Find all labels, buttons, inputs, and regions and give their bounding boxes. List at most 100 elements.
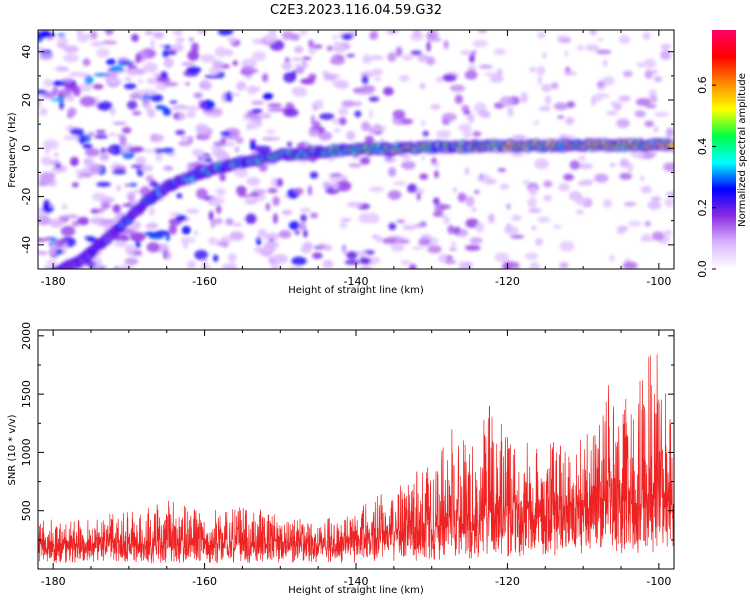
snr-x-ticks: -180 -160 -140 -120 -100: [41, 330, 671, 588]
spectrogram-noise-cell: [244, 198, 258, 205]
spectrogram-noise-cell: [126, 100, 138, 110]
spectrogram-noise-cell: [354, 110, 362, 118]
spectrogram-noise-cell: [43, 199, 51, 210]
spectrogram-noise-cell: [186, 66, 202, 74]
spectrogram-noise-cell: [264, 33, 278, 43]
spectrogram-noise-cell: [95, 130, 106, 134]
spectrogram-noise-cell: [339, 222, 348, 229]
spectrogram-noise-cell: [229, 231, 244, 241]
colorbar-tick-label: 0.0: [696, 260, 709, 278]
spectrogram-noise-cell: [109, 107, 116, 116]
spectrogram-noise-cell: [308, 39, 314, 49]
spectrogram-noise-cell: [346, 201, 363, 208]
spectrogram-noise-cell: [205, 81, 212, 90]
spectrogram-noise-cell: [38, 216, 52, 226]
spectrogram-noise-cell: [165, 49, 178, 56]
spectrogram-noise-cell: [527, 197, 537, 208]
spectrogram-noise-cell: [94, 134, 109, 139]
spectrogram-noise-cell: [246, 177, 261, 186]
colorbar-tick-label: 0.6: [696, 76, 709, 94]
spectrogram-noise-cell: [124, 183, 133, 187]
spectrogram-noise-cell: [262, 73, 269, 83]
spectrogram-noise-cell: [63, 45, 79, 54]
spectrogram-noise-cell: [104, 74, 110, 84]
spectrogram-noise-cell: [193, 230, 199, 237]
spectrogram-noise-cell: [627, 162, 634, 173]
spectrogram-noise-cell: [362, 54, 372, 64]
spectrogram-noise-cell: [643, 152, 657, 157]
spectrogram-noise-cell: [225, 218, 234, 226]
spectrogram-noise-cell: [139, 164, 154, 172]
spectrogram-noise-cell: [227, 36, 237, 43]
spectrogram-noise-cell: [268, 256, 275, 264]
spectrogram-noise-cell: [460, 50, 474, 56]
spectrogram-noise-cell: [564, 50, 569, 57]
spectrogram-noise-cell: [204, 74, 220, 79]
spectrogram-noise-cell: [346, 130, 356, 141]
spectrogram-noise-cell: [388, 222, 397, 231]
spectrogram-noise-cell: [39, 53, 54, 61]
spectrogram-noise-cell: [276, 178, 283, 188]
spectrogram-noise-cell: [163, 82, 179, 87]
spectrogram-noise-cell: [181, 62, 195, 66]
spectrogram-noise-cell: [288, 221, 300, 230]
spectrogram-noise-cell: [362, 257, 371, 265]
spectrogram-noise-cell: [318, 131, 333, 141]
spectrogram-noise-cell: [653, 76, 663, 83]
spectrogram-noise-cell: [135, 53, 142, 64]
spectrogram-noise-cell: [117, 265, 134, 269]
spectrogram-noise-cell: [146, 242, 160, 253]
spectrogram-noise-cell: [478, 64, 493, 69]
spectrogram-noise-cell: [434, 170, 439, 179]
spectrogram-noise-cell: [603, 59, 608, 67]
spectrogram-noise-cell: [61, 77, 74, 83]
spectrogram-noise-cell: [293, 187, 304, 196]
spectrogram-noise-cell: [664, 197, 674, 208]
spectrogram-noise-cell: [107, 144, 124, 155]
spectrogram-noise-cell: [419, 82, 426, 90]
spectrogram-noise-cell: [83, 157, 94, 167]
spectrogram-noise-cell: [232, 60, 238, 66]
spectrogram-noise-cell: [143, 62, 158, 73]
spectrogram-noise-cell: [63, 53, 79, 63]
colorbar-tick-label: 0.2: [696, 199, 709, 217]
spectrogram-noise-cell: [79, 172, 92, 178]
spectrogram-noise-cell: [558, 183, 570, 192]
spectrogram-noise-cell: [108, 132, 117, 137]
spectrogram-noise-cell: [364, 135, 374, 144]
spectrogram-noise-cell: [309, 212, 319, 219]
spectrogram-noise-cell: [99, 152, 110, 162]
spectrogram-noise-cell: [430, 103, 441, 110]
spectrogram-noise-cell: [90, 41, 104, 47]
spectrogram-noise-cell: [281, 209, 293, 216]
spectrogram-noise-cell: [665, 192, 674, 196]
spectrogram-noise-cell: [410, 32, 424, 41]
spectrogram-noise-cell: [329, 57, 345, 66]
spectrogram-noise-cell: [150, 94, 164, 102]
spectrogram-noise-cell: [295, 66, 305, 74]
spectrogram-noise-cell: [468, 113, 474, 124]
spectrogram-noise-cell: [181, 225, 191, 235]
spectrogram-noise-cell: [479, 173, 484, 181]
spectrogram-noise-cell: [622, 261, 638, 269]
spectrogram-noise-cell: [663, 230, 673, 236]
colorbar-gradient: [712, 30, 736, 269]
spectrogram-noise-cell: [284, 57, 290, 63]
spectrogram-noise-cell: [96, 181, 111, 187]
spectrogram-noise-cell: [494, 252, 510, 263]
spectrogram-noise-cell: [137, 78, 144, 84]
spectrogram-noise-cell: [644, 69, 653, 79]
spectrogram-noise-cell: [585, 44, 600, 52]
spectrogram-noise-cell: [489, 75, 504, 83]
spectrogram-noise-cell: [153, 31, 165, 39]
spectrogram-noise-cell: [114, 240, 127, 248]
spectrogram-noise-cell: [100, 218, 117, 224]
spectrogram-noise-cell: [58, 88, 72, 98]
spectrogram-noise-cell: [230, 93, 241, 97]
spectrogram-noise-cell: [628, 220, 642, 227]
spectrogram-noise-cell: [124, 244, 136, 255]
spectrogram-noise-cell: [199, 264, 212, 269]
spectrogram-noise-cell: [339, 117, 347, 126]
spectrogram-noise-cell: [272, 253, 288, 264]
spectrogram-x-ticks: -180 -160 -140 -120 -100: [41, 30, 671, 288]
